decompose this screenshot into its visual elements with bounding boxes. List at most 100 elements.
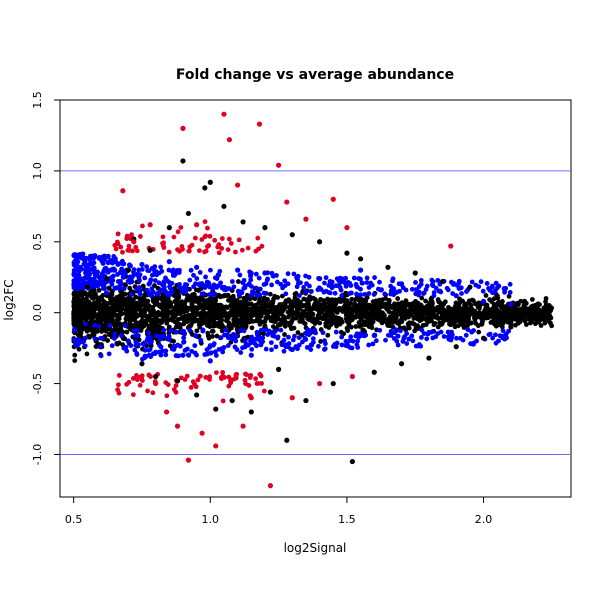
data-point: [187, 327, 193, 333]
data-point: [187, 277, 193, 283]
data-point: [175, 229, 181, 235]
data-point: [387, 303, 393, 308]
data-point: [480, 288, 486, 294]
data-point: [107, 323, 113, 328]
data-point: [226, 236, 232, 242]
data-point: [505, 311, 511, 317]
data-point: [251, 308, 257, 314]
data-point: [125, 299, 131, 305]
data-point: [350, 308, 356, 314]
data-point: [185, 457, 192, 463]
data-point: [75, 342, 81, 347]
data-point: [206, 335, 212, 341]
data-point: [451, 320, 457, 326]
data-point: [199, 237, 205, 242]
data-point: [469, 279, 475, 285]
data-point: [184, 313, 190, 319]
data-point: [282, 332, 287, 337]
plot-area: [71, 111, 555, 489]
data-point: [93, 291, 98, 297]
data-point: [306, 332, 312, 338]
data-point: [81, 302, 87, 308]
data-point: [82, 297, 88, 303]
data-point: [364, 313, 370, 319]
data-point: [154, 291, 160, 296]
data-point: [109, 315, 115, 321]
data-point: [103, 290, 110, 296]
data-point: [465, 300, 471, 306]
data-point: [197, 270, 203, 275]
data-point: [366, 342, 372, 348]
data-point: [113, 246, 119, 252]
data-point: [254, 331, 260, 337]
data-point: [248, 395, 254, 401]
data-point: [72, 358, 78, 363]
data-point: [279, 342, 285, 348]
data-point: [329, 303, 335, 309]
data-point: [467, 284, 473, 290]
data-point: [285, 271, 291, 277]
data-point: [206, 243, 212, 248]
data-point: [356, 297, 362, 303]
data-point: [106, 286, 112, 291]
data-point: [320, 307, 326, 313]
data-point: [124, 381, 130, 387]
data-point: [99, 305, 105, 311]
data-point: [400, 339, 406, 344]
data-point: [240, 345, 245, 351]
data-point: [213, 370, 219, 376]
data-point: [263, 291, 269, 296]
data-point: [394, 338, 400, 344]
data-point: [421, 291, 426, 296]
x-tick-label: 0.5: [65, 513, 83, 526]
data-point: [83, 321, 88, 327]
data-point: [418, 335, 424, 340]
data-point: [161, 245, 167, 250]
data-point: [329, 297, 335, 303]
data-point: [228, 241, 234, 246]
data-point: [371, 292, 377, 297]
data-point: [262, 270, 268, 276]
data-point: [451, 317, 456, 322]
data-point: [290, 299, 296, 305]
data-point: [209, 318, 215, 324]
data-point: [192, 235, 198, 241]
data-point: [241, 295, 247, 301]
data-point: [491, 301, 497, 307]
data-point: [449, 332, 455, 338]
data-point: [146, 281, 152, 287]
data-point: [427, 309, 433, 314]
data-point: [91, 323, 97, 328]
data-point: [296, 293, 302, 299]
data-point: [125, 308, 130, 314]
data-point: [134, 350, 140, 356]
data-point: [131, 239, 137, 245]
data-point: [158, 264, 164, 270]
data-point: [207, 344, 213, 350]
data-point: [281, 348, 287, 354]
data-point: [356, 307, 362, 313]
data-point: [344, 225, 350, 231]
data-point: [181, 285, 187, 290]
data-point: [78, 276, 84, 282]
data-point: [232, 309, 238, 315]
data-point: [302, 335, 308, 341]
data-point: [503, 306, 508, 311]
data-point: [169, 280, 175, 286]
data-point: [220, 349, 226, 355]
data-point: [103, 312, 108, 317]
data-point: [269, 330, 275, 335]
data-point: [424, 336, 430, 342]
data-point: [181, 339, 186, 345]
data-point: [383, 296, 388, 301]
data-point: [196, 301, 202, 307]
data-point: [235, 279, 241, 284]
data-point: [209, 328, 215, 334]
data-point: [249, 346, 255, 352]
data-point: [255, 381, 261, 386]
data-point: [256, 275, 262, 281]
data-point: [126, 243, 132, 249]
data-point: [322, 280, 327, 286]
data-point: [120, 274, 126, 280]
data-point: [354, 284, 360, 289]
